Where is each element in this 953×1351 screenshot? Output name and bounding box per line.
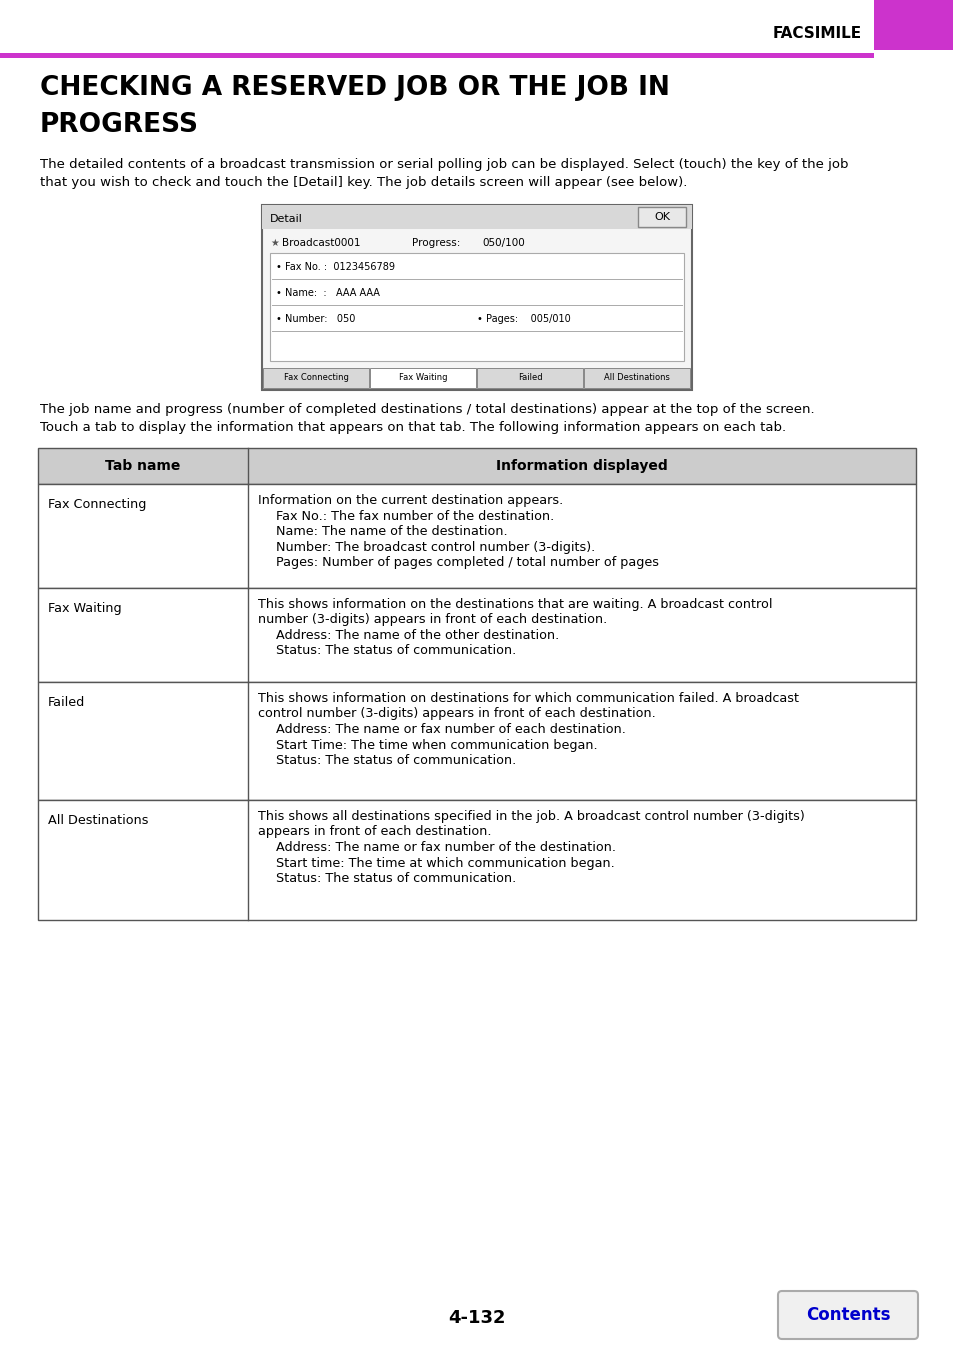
Bar	[0, 53, 873, 58]
Text: • Number:   050: • Number: 050	[275, 313, 355, 324]
Text: Address: The name or fax number of the destination.: Address: The name or fax number of the d…	[275, 842, 616, 854]
Text: PROGRESS: PROGRESS	[40, 112, 199, 138]
Text: Progress:: Progress:	[412, 238, 460, 249]
Text: control number (3-digits) appears in front of each destination.: control number (3-digits) appears in fro…	[257, 708, 655, 720]
Text: Status: The status of communication.: Status: The status of communication.	[275, 754, 516, 767]
Bar	[270, 253, 683, 361]
Bar	[476, 367, 582, 388]
Bar	[38, 588, 915, 682]
Text: Fax Connecting: Fax Connecting	[48, 499, 146, 511]
Text: • Pages:    005/010: • Pages: 005/010	[476, 313, 570, 324]
Text: Contents: Contents	[805, 1306, 889, 1324]
Text: Detail: Detail	[270, 213, 302, 224]
Text: OK: OK	[654, 212, 669, 222]
Text: Information on the current destination appears.: Information on the current destination a…	[257, 494, 562, 507]
Text: Fax No.: The fax number of the destination.: Fax No.: The fax number of the destinati…	[275, 509, 554, 523]
Text: Failed: Failed	[517, 373, 541, 382]
Text: that you wish to check and touch the [Detail] key. The job details screen will a: that you wish to check and touch the [De…	[40, 176, 687, 189]
Text: The job name and progress (number of completed destinations / total destinations: The job name and progress (number of com…	[40, 403, 814, 416]
Text: appears in front of each destination.: appears in front of each destination.	[257, 825, 491, 839]
Bar	[873, 0, 953, 50]
Text: Tab name: Tab name	[105, 459, 180, 473]
Text: Failed: Failed	[48, 696, 85, 709]
Text: Information displayed: Information displayed	[496, 459, 667, 473]
Text: This shows information on destinations for which communication failed. A broadca: This shows information on destinations f…	[257, 692, 799, 705]
Bar	[263, 367, 369, 388]
Bar	[262, 205, 691, 390]
Text: FACSIMILE: FACSIMILE	[772, 26, 862, 41]
Text: number (3-digits) appears in front of each destination.: number (3-digits) appears in front of ea…	[257, 613, 607, 627]
Bar	[38, 484, 915, 588]
Text: All Destinations: All Destinations	[48, 815, 149, 827]
Text: 4-132: 4-132	[448, 1309, 505, 1327]
Text: CHECKING A RESERVED JOB OR THE JOB IN: CHECKING A RESERVED JOB OR THE JOB IN	[40, 76, 669, 101]
Text: All Destinations: All Destinations	[603, 373, 669, 382]
Text: • Fax No. :  0123456789: • Fax No. : 0123456789	[275, 262, 395, 272]
Text: This shows all destinations specified in the job. A broadcast control number (3-: This shows all destinations specified in…	[257, 811, 804, 823]
Text: ★: ★	[270, 238, 278, 249]
Text: Broadcast0001: Broadcast0001	[282, 238, 360, 249]
Text: Fax Connecting: Fax Connecting	[283, 373, 348, 382]
Text: Start Time: The time when communication began.: Start Time: The time when communication …	[275, 739, 597, 751]
Text: • Name:  :   AAA AAA: • Name: : AAA AAA	[275, 288, 379, 299]
Text: Fax Waiting: Fax Waiting	[48, 603, 121, 615]
Text: Pages: Number of pages completed / total number of pages: Pages: Number of pages completed / total…	[275, 557, 659, 569]
Text: Status: The status of communication.: Status: The status of communication.	[275, 871, 516, 885]
Bar	[38, 800, 915, 920]
Bar	[583, 367, 689, 388]
Text: Number: The broadcast control number (3-digits).: Number: The broadcast control number (3-…	[275, 540, 595, 554]
Bar	[38, 682, 915, 800]
Text: The detailed contents of a broadcast transmission or serial polling job can be d: The detailed contents of a broadcast tra…	[40, 158, 847, 172]
Text: Name: The name of the destination.: Name: The name of the destination.	[275, 526, 507, 538]
Bar	[262, 205, 691, 230]
Bar	[370, 367, 476, 388]
Text: Fax Waiting: Fax Waiting	[398, 373, 447, 382]
Text: Status: The status of communication.: Status: The status of communication.	[275, 644, 516, 658]
Text: This shows information on the destinations that are waiting. A broadcast control: This shows information on the destinatio…	[257, 598, 772, 611]
Text: Address: The name of the other destination.: Address: The name of the other destinati…	[275, 630, 558, 642]
Text: Touch a tab to display the information that appears on that tab. The following i: Touch a tab to display the information t…	[40, 422, 785, 434]
Text: Start time: The time at which communication began.: Start time: The time at which communicat…	[275, 857, 614, 870]
Text: Address: The name or fax number of each destination.: Address: The name or fax number of each …	[275, 723, 625, 736]
Bar	[38, 449, 915, 484]
FancyBboxPatch shape	[778, 1292, 917, 1339]
Text: 050/100: 050/100	[481, 238, 524, 249]
Bar	[638, 207, 685, 227]
